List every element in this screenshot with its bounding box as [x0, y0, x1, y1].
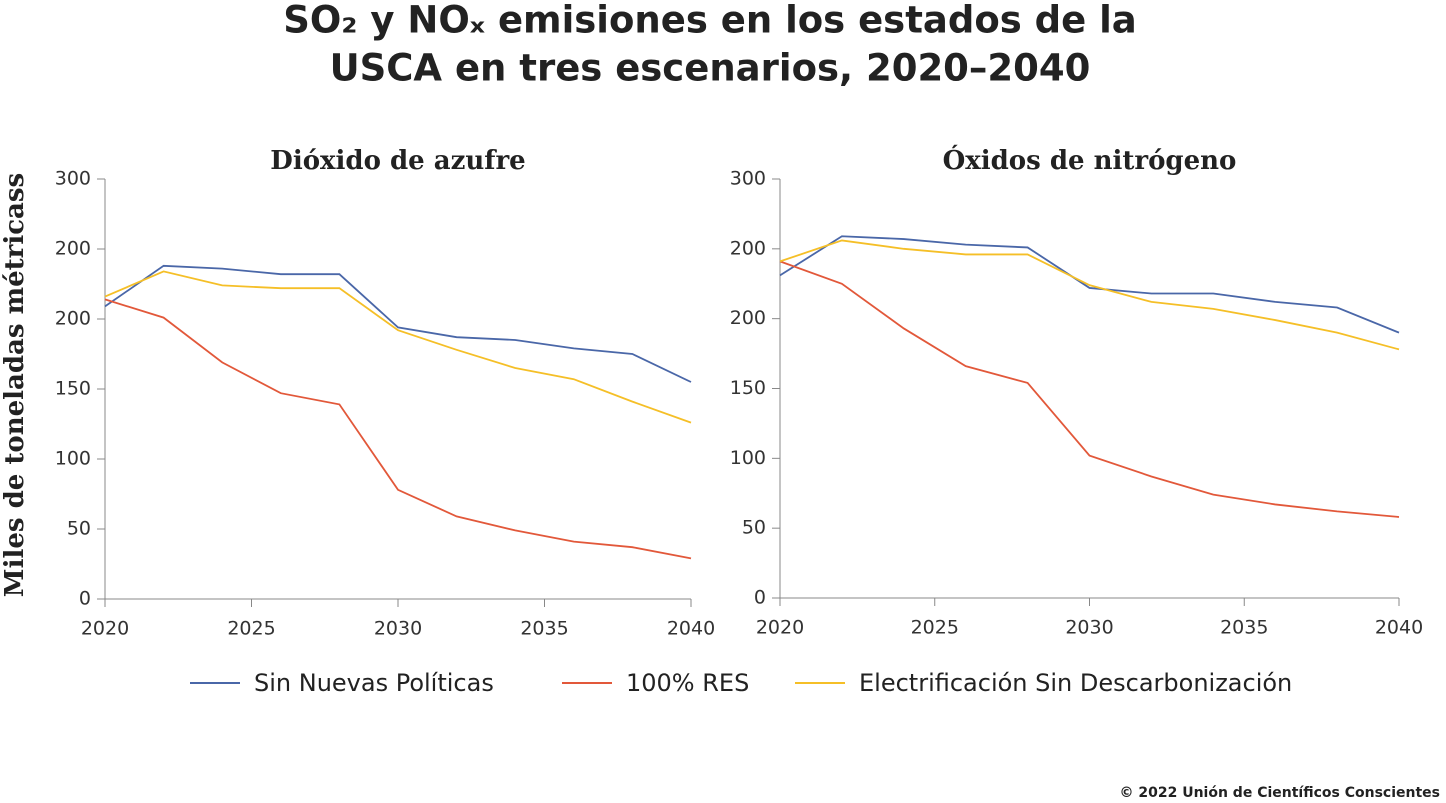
y-axis-label: Miles de toneladas métricass: [0, 173, 30, 597]
y-tick-label: 300: [55, 168, 91, 190]
x-tick-label: 2020: [756, 617, 804, 639]
series-line: 100% RES: [779, 260, 1400, 518]
y-tick-label: 300: [730, 168, 766, 190]
y-tick-label: 0: [79, 588, 91, 610]
y-tick-label: 100: [730, 447, 766, 469]
x-tick-label: 2030: [1065, 617, 1113, 639]
legend-label: 100% RES: [626, 669, 749, 697]
x-tick-label: 2040: [667, 618, 715, 640]
series-line: Sin Nuevas Políticas: [779, 235, 1400, 334]
series-line: Sin Nuevas Políticas: [104, 264, 692, 383]
legend-label: Sin Nuevas Políticas: [254, 669, 494, 697]
x-tick-label: 2020: [81, 618, 129, 640]
chart-title: USCA en tres escenarios, 2020–2040: [330, 47, 1091, 90]
y-tick-label: 150: [730, 377, 766, 399]
copyright: © 2022 Unión de Científicos Conscientes: [1120, 785, 1441, 801]
chart-title: SO₂ y NOₓ emisiones en los estados de la: [283, 0, 1137, 42]
y-tick-label: 200: [55, 238, 91, 260]
subplot-title: Óxidos de nitrógeno: [943, 144, 1237, 176]
series-line: Electrificación Sin Descarbonización: [104, 270, 692, 424]
y-tick-label: 200: [55, 308, 91, 330]
subplot-title: Dióxido de azufre: [270, 146, 525, 176]
x-tick-label: 2025: [911, 617, 959, 639]
y-tick-label: 50: [67, 518, 91, 540]
y-tick-label: 150: [55, 378, 91, 400]
x-tick-label: 2025: [227, 618, 275, 640]
y-tick-label: 100: [55, 448, 91, 470]
y-tick-label: 0: [754, 587, 766, 609]
y-tick-label: 50: [742, 517, 766, 539]
x-tick-label: 2030: [374, 618, 422, 640]
x-tick-label: 2035: [1220, 617, 1268, 639]
series-line: Electrificación Sin Descarbonización: [779, 239, 1400, 351]
legend-label: Electrificación Sin Descarbonización: [859, 669, 1292, 697]
x-tick-label: 2040: [1375, 617, 1423, 639]
series-line: 100% RES: [104, 298, 692, 560]
y-tick-label: 200: [730, 237, 766, 259]
x-tick-label: 2035: [520, 618, 568, 640]
y-tick-label: 200: [730, 307, 766, 329]
